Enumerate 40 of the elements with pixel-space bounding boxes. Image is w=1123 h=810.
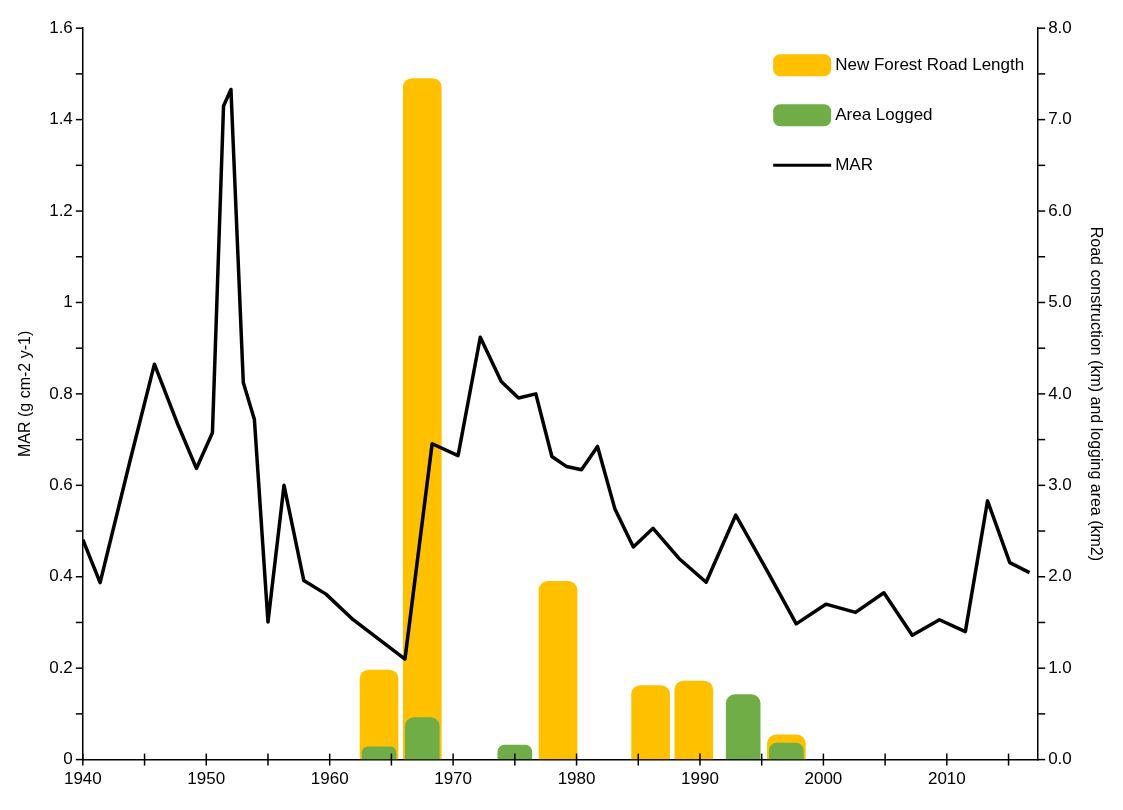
x-tick-label: 1960	[310, 769, 349, 789]
bar	[404, 717, 440, 760]
y-axis-title: MAR (g cm-2 y-1)	[16, 330, 34, 458]
x-tick-label: 1950	[187, 769, 226, 789]
y2-tick-label: 7.0	[1048, 109, 1072, 129]
bar	[769, 742, 804, 760]
x-tick-label: 1940	[63, 769, 102, 789]
y2-tick-label: 0.0	[1048, 749, 1072, 769]
y-tick-label: 0.2	[49, 657, 73, 677]
y2-tick-label: 1.0	[1048, 657, 1072, 677]
legend-label: Area Logged	[835, 104, 933, 124]
y-tick-label: 1	[63, 292, 73, 312]
legend-label: New Forest Road Length	[835, 54, 1025, 74]
y-tick-label: 0.4	[49, 566, 73, 586]
y-tick-label: 1.4	[49, 109, 73, 129]
y2-tick-label: 2.0	[1048, 566, 1072, 586]
y2-tick-label: 3.0	[1048, 475, 1072, 495]
x-tick-label: 1970	[434, 769, 473, 789]
x-tick-label: 2010	[927, 769, 966, 789]
y2-tick-label: 4.0	[1048, 383, 1072, 403]
bar	[361, 746, 397, 760]
y2-tick-label: 5.0	[1048, 292, 1072, 312]
bar	[631, 685, 670, 760]
bar	[497, 744, 533, 760]
x-tick-label: 1990	[681, 769, 719, 789]
legend-label: MAR	[835, 154, 873, 174]
y2-tick-label: 6.0	[1048, 200, 1072, 220]
y-tick-label: 1.2	[49, 200, 73, 220]
y2-tick-label: 8.0	[1048, 17, 1072, 37]
x-tick-label: 1980	[557, 769, 596, 789]
y-tick-label: 0.6	[49, 475, 73, 495]
x-tick-label: 2000	[804, 769, 843, 789]
y2-axis-title: Road construction (km) and logging area (km2)	[1087, 226, 1105, 562]
bar	[725, 694, 761, 760]
y-tick-label: 1.6	[49, 17, 73, 37]
bar	[402, 78, 442, 760]
y-tick-label: 0	[63, 749, 73, 769]
y-tick-label: 0.8	[49, 383, 73, 403]
bar	[674, 680, 714, 760]
bar	[538, 580, 578, 760]
